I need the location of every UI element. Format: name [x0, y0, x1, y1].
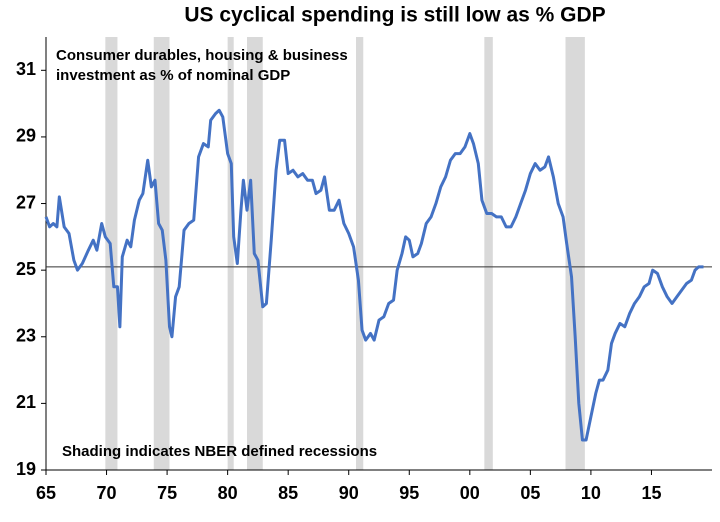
x-tick-label: 75	[157, 483, 177, 503]
recession-band	[153, 37, 170, 470]
y-tick-label: 21	[16, 392, 36, 412]
chart-title: US cyclical spending is still low as % G…	[184, 4, 605, 27]
annotation: Consumer durables, housing & business	[56, 47, 348, 64]
recession-band	[227, 37, 234, 470]
y-tick-label: 27	[16, 192, 36, 212]
annotation: investment as % of nominal GDP	[56, 67, 290, 84]
y-tick-label: 31	[16, 59, 36, 79]
recession-band	[565, 37, 585, 470]
data-line	[44, 108, 704, 442]
x-tick-label: 70	[97, 483, 117, 503]
y-tick-label: 25	[16, 259, 36, 279]
x-tick-label: 85	[278, 483, 298, 503]
x-tick-label: 80	[218, 483, 238, 503]
y-tick-label: 23	[16, 326, 36, 346]
recession-band	[355, 37, 364, 470]
annotation: Shading indicates NBER defined recession…	[62, 443, 377, 460]
x-tick-label: 00	[460, 483, 480, 503]
x-tick-label: 90	[339, 483, 359, 503]
recession-band	[484, 37, 493, 470]
x-tick-label: 05	[520, 483, 540, 503]
y-tick-label: 29	[16, 126, 36, 146]
x-tick-label: 95	[399, 483, 419, 503]
y-tick-label: 19	[16, 459, 36, 479]
x-tick-label: 65	[36, 483, 56, 503]
x-tick-label: 15	[641, 483, 661, 503]
x-tick-label: 10	[581, 483, 601, 503]
